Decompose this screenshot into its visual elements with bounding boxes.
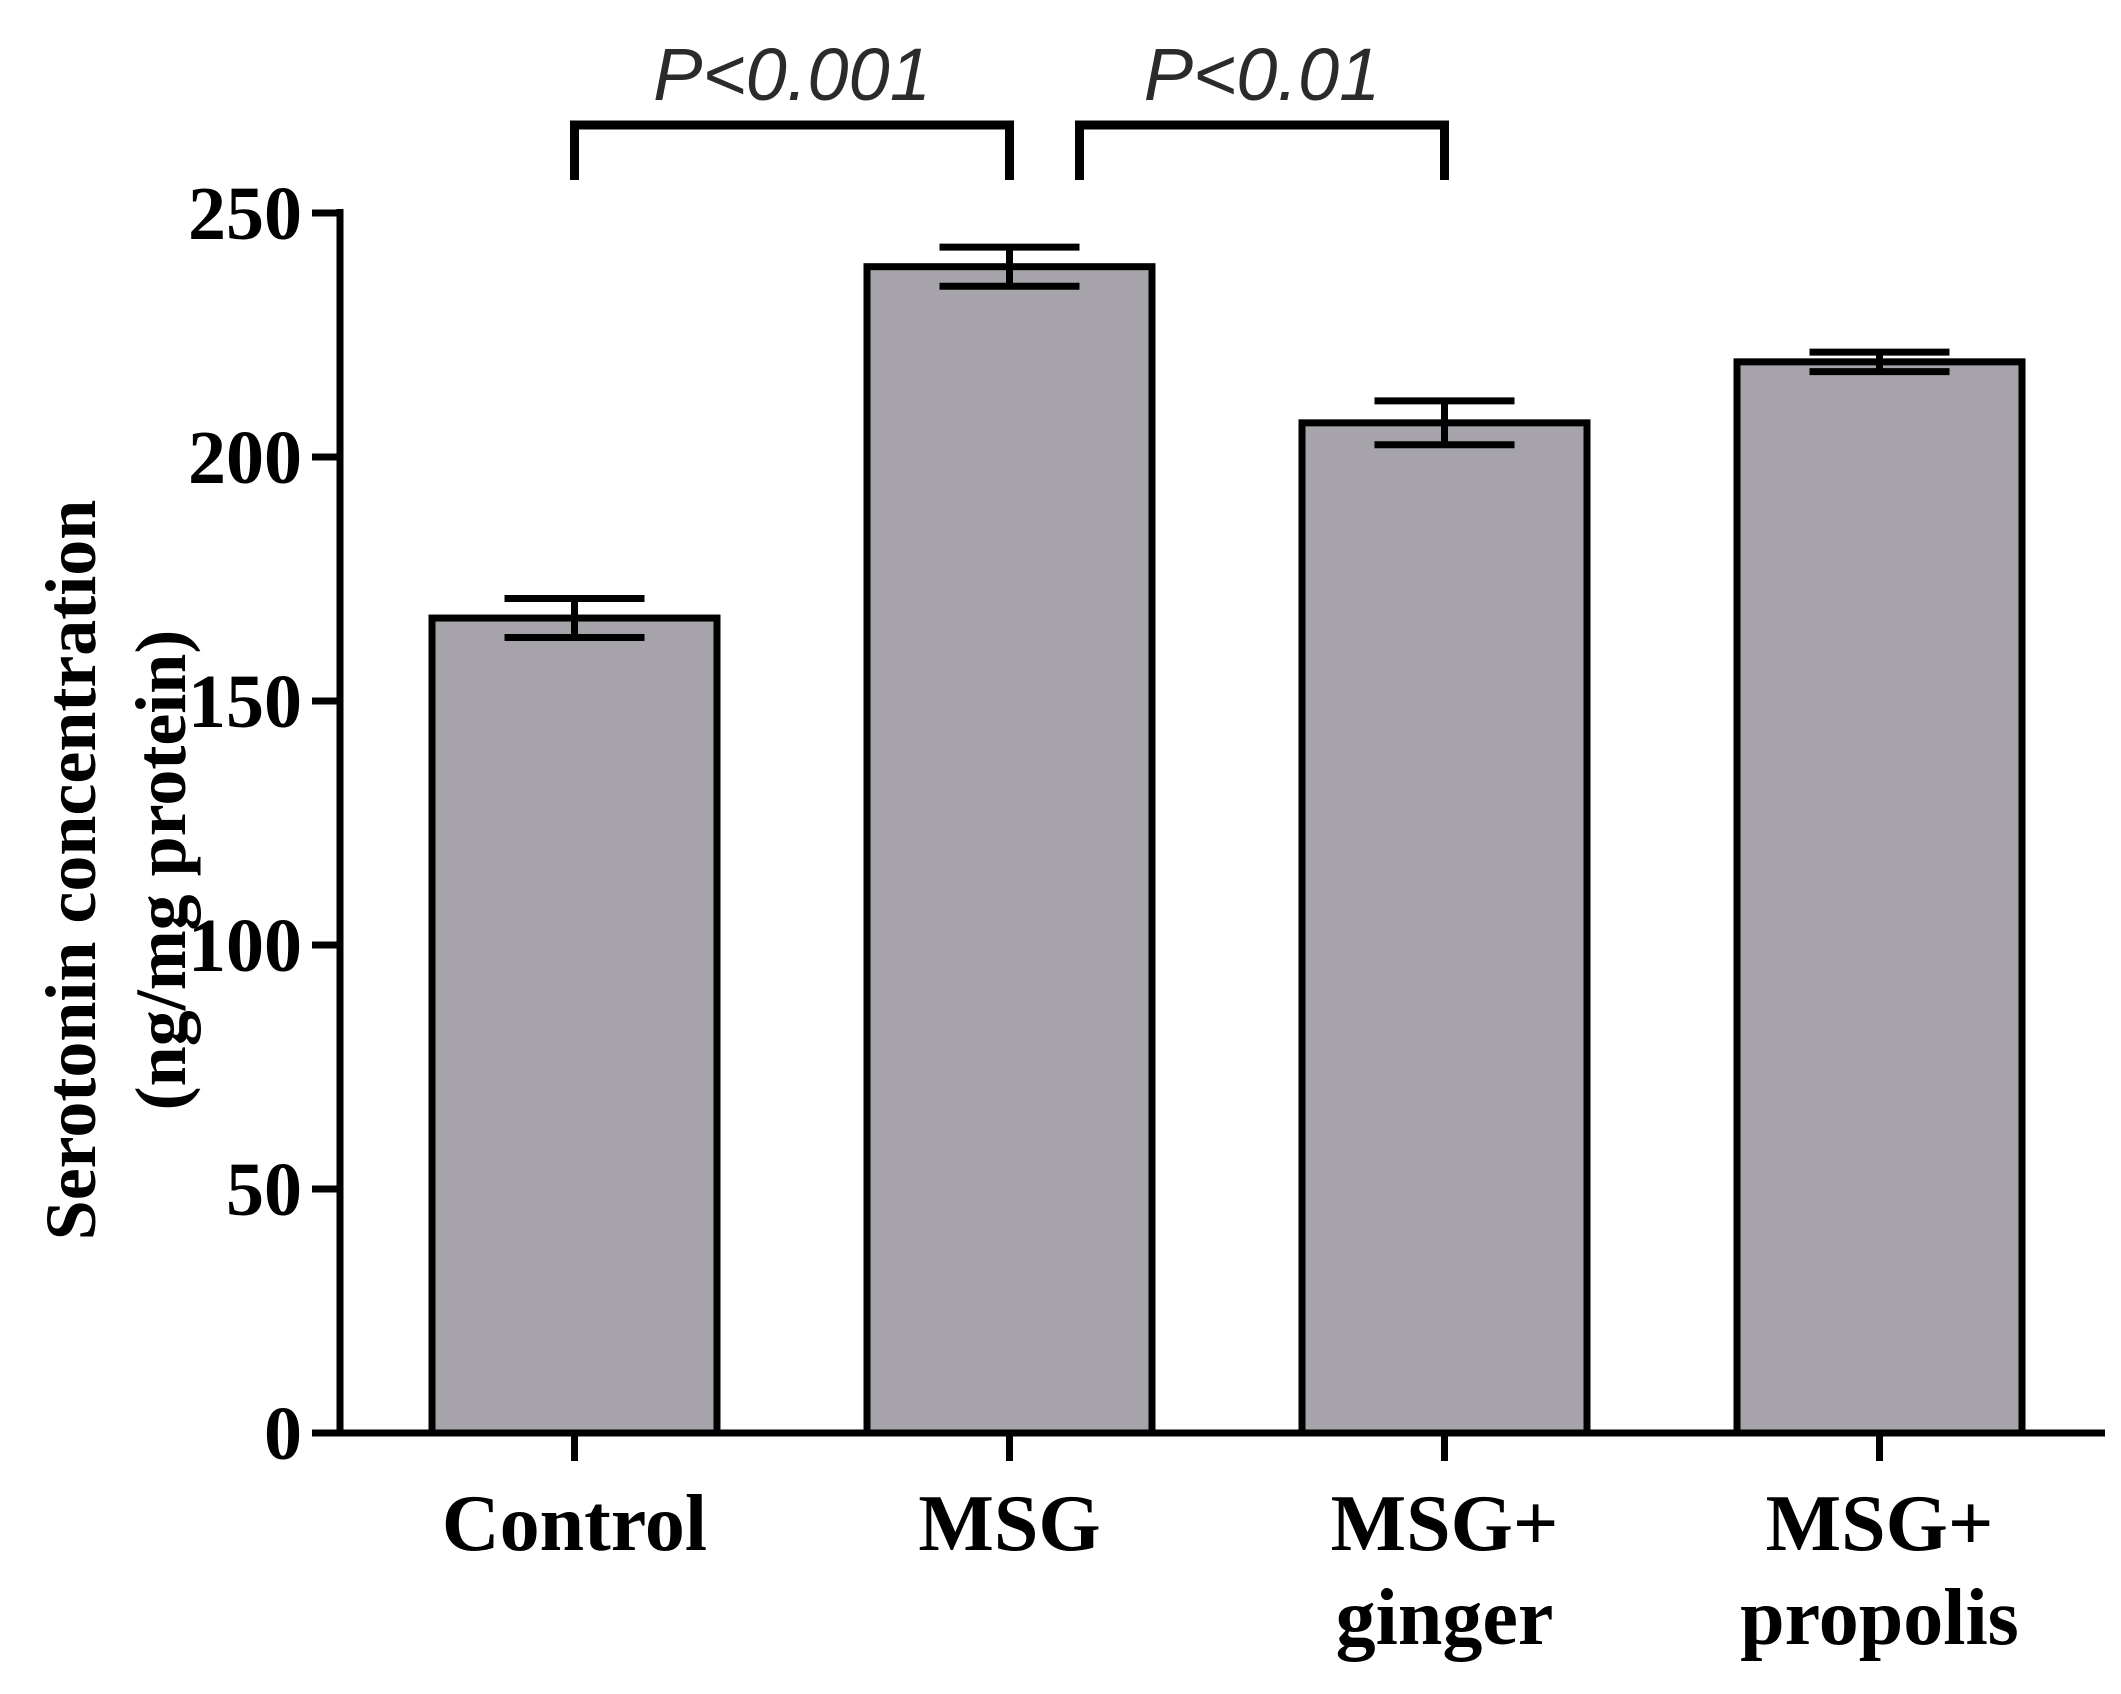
y-tick-label: 50 (226, 1148, 302, 1232)
y-tick-label: 0 (264, 1392, 302, 1476)
error-bar-0 (504, 595, 645, 642)
y-axis-title-line: Serotonin concentration (31, 500, 111, 1241)
annotations-layer: P<0.001 P<0.01 (570, 33, 1449, 180)
axes-layer (312, 209, 2105, 1461)
x-tick-label: MSG (918, 1480, 1100, 1568)
y-tick-label: 200 (188, 416, 302, 500)
x-tick-label-line: MSG+ (1766, 1480, 1994, 1568)
p-value-label: P<0.01 (1144, 33, 1381, 116)
bar-1 (863, 263, 1156, 1437)
y-tick-label: 100 (188, 904, 302, 988)
x-tick-label-line: MSG (918, 1480, 1100, 1568)
x-tick-label: MSG+ ginger (1331, 1480, 1559, 1662)
y-tick-label: 250 (188, 172, 302, 256)
error-bar-3 (1809, 348, 1950, 376)
x-tick-label: MSG+ propolis (1740, 1480, 2019, 1662)
p-value-label: P<0.001 (653, 33, 931, 116)
x-tick-label-line: ginger (1336, 1574, 1554, 1662)
x-tick-label-line: propolis (1740, 1574, 2019, 1662)
y-axis-title-line: (ng/mg protein) (121, 630, 201, 1111)
bar-2 (1298, 419, 1591, 1437)
x-tick-label-line: Control (442, 1480, 707, 1568)
error-bar-1 (939, 243, 1080, 290)
error-bars-layer (504, 243, 1950, 642)
bars-layer (428, 263, 2026, 1437)
significance-bracket: P<0.001 (570, 33, 1014, 180)
bar-3 (1733, 358, 2026, 1437)
x-tick-label-line: MSG+ (1331, 1480, 1559, 1568)
bracket-line (1075, 120, 1449, 180)
error-bar-2 (1374, 397, 1515, 449)
x-tick-label: Control (442, 1480, 707, 1568)
significance-bracket: P<0.01 (1075, 33, 1449, 180)
y-tick-label: 150 (188, 660, 302, 744)
bracket-line (570, 120, 1014, 180)
bar-0 (428, 614, 721, 1437)
